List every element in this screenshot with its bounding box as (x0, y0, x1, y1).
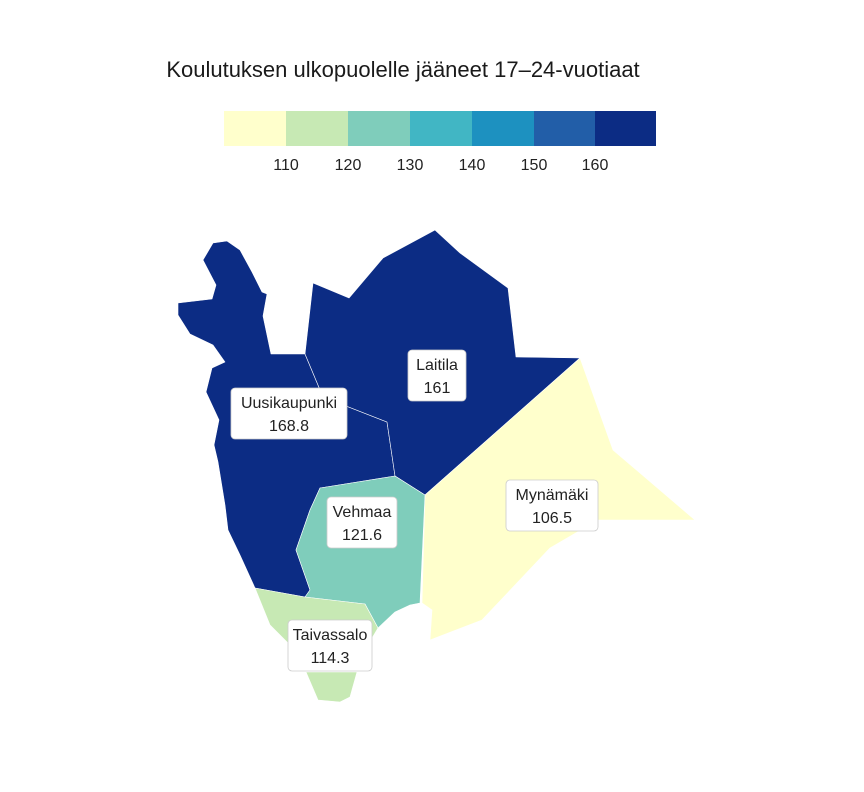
region-value: 106.5 (532, 510, 572, 527)
region-label-vehmaa: Vehmaa 121.6 (326, 496, 398, 549)
region-label-mynamaki: Mynämäki 106.5 (505, 479, 599, 532)
label-box (230, 387, 348, 440)
legend-swatch-4 (410, 111, 472, 146)
legend-swatch-7 (595, 111, 656, 146)
region-name: Laitila (416, 357, 458, 374)
legend-tick-label: 150 (521, 157, 548, 174)
region-name: Mynämäki (516, 487, 589, 504)
region-name: Vehmaa (333, 504, 392, 521)
label-box (287, 619, 373, 672)
legend-tick-label: 130 (397, 157, 424, 174)
legend-swatch-2 (286, 111, 348, 146)
region-label-uusikaupunki: Uusikaupunki 168.8 (230, 387, 348, 440)
legend-swatch-3 (348, 111, 410, 146)
region-label-laitila: Laitila 161 (407, 349, 467, 402)
legend-tick-label: 120 (335, 157, 362, 174)
region-value: 114.3 (311, 650, 350, 667)
label-box (326, 496, 398, 549)
legend-swatch-1 (224, 111, 286, 146)
region-label-taivassalo: Taivassalo 114.3 (287, 619, 373, 672)
region-value: 161 (424, 380, 451, 397)
region-value: 168.8 (269, 418, 309, 435)
legend-swatch-5 (472, 111, 534, 146)
legend-swatch-6 (534, 111, 595, 146)
region-value: 121.6 (342, 527, 382, 544)
map-title: Koulutuksen ulkopuolelle jääneet 17–24-v… (166, 57, 639, 82)
region-name: Uusikaupunki (241, 395, 337, 412)
region-name: Taivassalo (293, 627, 368, 644)
region-taivassalo-island[interactable] (305, 671, 358, 703)
map-regions (177, 229, 696, 703)
legend-tick-label: 110 (273, 157, 299, 174)
legend-tick-label: 160 (582, 157, 609, 174)
legend-tick-label: 140 (459, 157, 486, 174)
region-labels: Uusikaupunki 168.8 Laitila 161 Mynämäki 106.5… (230, 349, 599, 672)
label-box (407, 349, 467, 402)
color-legend: 110 120 130 140 150 160 (224, 111, 656, 174)
label-box (505, 479, 599, 532)
